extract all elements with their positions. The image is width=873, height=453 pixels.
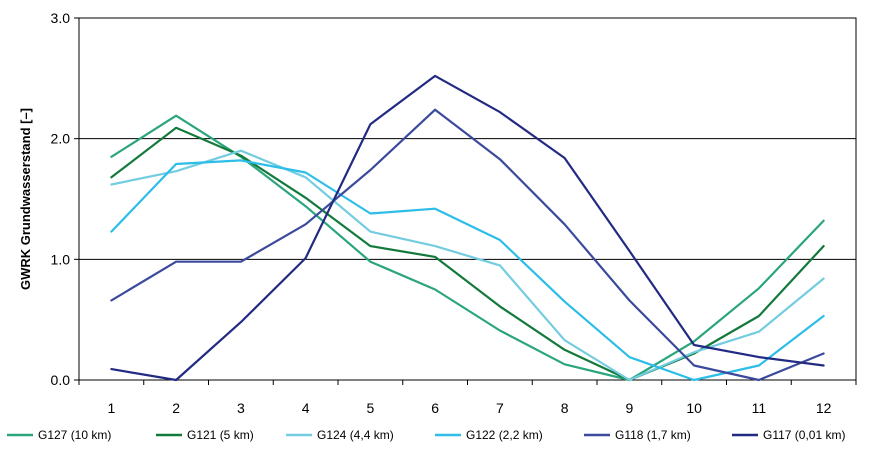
x-tick-label: 9	[625, 400, 633, 416]
ticks-layer: 0.01.02.03.01 2 3 4 5 6 7 8 9 10 11 12	[51, 10, 857, 416]
series-layer	[110, 74, 825, 382]
series-line-3	[110, 149, 825, 382]
legend-item: G117 (0,01 km)	[732, 428, 845, 442]
legend-item: G122 (2,2 km)	[435, 428, 543, 442]
legend-label: G118 (1,7 km)	[615, 428, 691, 442]
legend-label: G121 (5 km)	[187, 428, 254, 442]
grid-layer	[79, 138, 856, 260]
x-tick-label: 1	[107, 400, 115, 416]
x-tick-label: 3	[237, 400, 245, 416]
legend-item: G124 (4,4 km)	[286, 428, 394, 442]
legend-label: G122 (2,2 km)	[466, 428, 543, 442]
x-tick-label: 6	[431, 400, 439, 416]
axes-layer	[78, 17, 857, 381]
legend-item: G121 (5 km)	[156, 428, 254, 442]
legend-item: G118 (1,7 km)	[584, 428, 691, 442]
x-tick-label: 7	[496, 400, 504, 416]
legend: G127 (10 km) G121 (5 km) G124 (4,4 km) G122…	[7, 428, 845, 442]
x-tick-label: 2	[172, 400, 180, 416]
x-tick-label: 8	[561, 400, 569, 416]
legend-item: G127 (10 km)	[7, 428, 111, 442]
x-tick-label: 5	[366, 400, 374, 416]
legend-label: G124 (4,4 km)	[317, 428, 394, 442]
plot-area-border	[78, 17, 857, 381]
series-line-5	[110, 108, 825, 382]
legend-label: G127 (10 km)	[38, 428, 111, 442]
x-tick-label: 4	[302, 400, 310, 416]
y-tick-label: 1.0	[51, 251, 71, 267]
legend-label: G117 (0,01 km)	[763, 428, 845, 442]
y-axis-label: GWRK Grundwasserstand [–]	[18, 108, 33, 290]
y-tick-label: 2.0	[51, 131, 71, 147]
x-tick-label: 11	[752, 400, 767, 416]
series-line-4	[110, 159, 825, 382]
x-tick-label: 12	[816, 400, 832, 416]
x-tick-label: 10	[686, 400, 702, 416]
series-line-6	[110, 74, 825, 382]
y-tick-label: 0.0	[51, 372, 71, 388]
y-tick-label: 3.0	[51, 10, 71, 26]
